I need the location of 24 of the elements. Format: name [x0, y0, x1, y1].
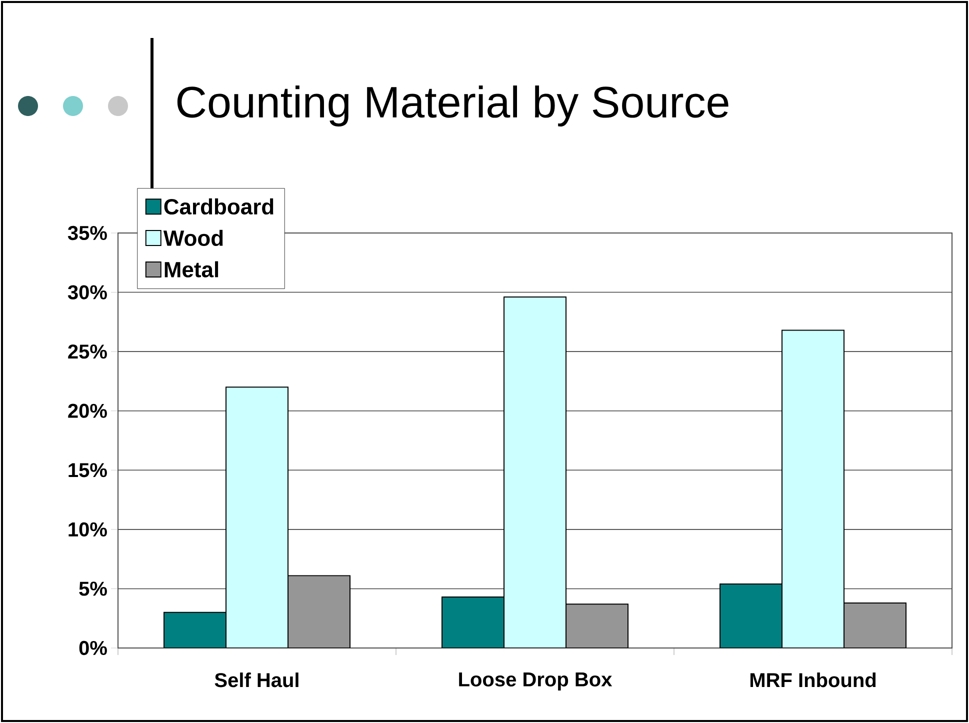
legend-label: Cardboard — [164, 198, 274, 215]
y-tick-label: 35% — [68, 226, 107, 240]
bar — [288, 575, 351, 648]
bar — [782, 330, 845, 648]
legend-label: Metal — [164, 261, 218, 278]
y-tick-label: 5% — [79, 582, 107, 596]
bar — [226, 386, 288, 648]
bar — [164, 612, 226, 648]
y-tick-label: 25% — [68, 344, 107, 359]
y-tick-label: 10% — [68, 522, 107, 536]
y-tick-label: 30% — [68, 285, 107, 300]
x-tick-label: MRF Inbound — [750, 672, 876, 688]
x-tick-label: Loose Drop Box — [459, 672, 612, 690]
bar — [504, 296, 567, 648]
bar — [566, 604, 629, 648]
y-tick-label: 15% — [68, 463, 107, 478]
chart-title: Counting Material by Source — [177, 85, 728, 126]
y-tick-label: 20% — [68, 404, 107, 418]
bar — [442, 596, 505, 648]
y-tick-label: 0% — [79, 640, 107, 656]
x-tick-label: Self Haul — [214, 672, 298, 688]
bar — [844, 602, 907, 648]
legend-label: Wood — [163, 230, 223, 246]
bar — [720, 583, 783, 648]
